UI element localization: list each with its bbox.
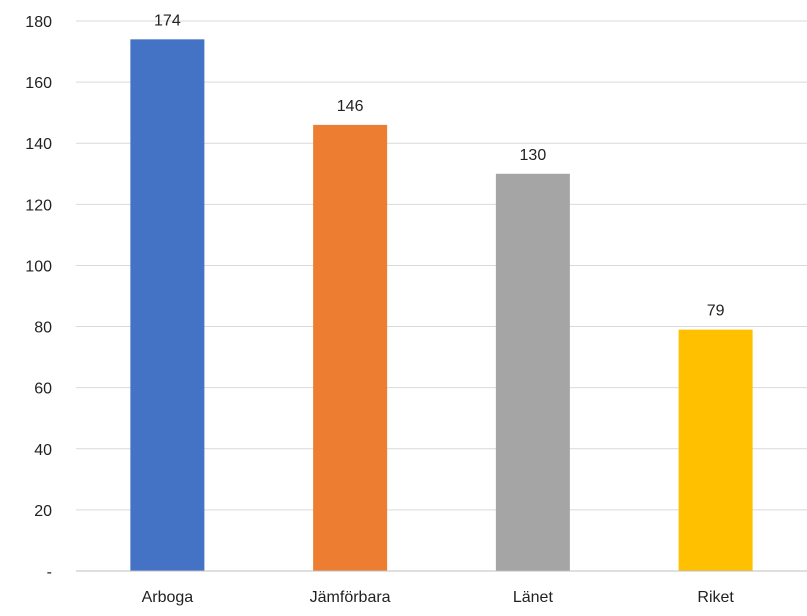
bar-jamforbara bbox=[313, 124, 388, 571]
x-axis-ticks: Arboga Jämförbara Länet Riket bbox=[142, 589, 735, 606]
data-label: 146 bbox=[337, 98, 364, 115]
y-tick-label: 60 bbox=[34, 381, 52, 398]
y-tick-label: 40 bbox=[34, 442, 52, 459]
y-tick-label: 20 bbox=[34, 503, 52, 520]
data-label: 130 bbox=[520, 147, 547, 164]
y-tick-label: 160 bbox=[25, 75, 52, 92]
x-tick-label: Länet bbox=[513, 589, 554, 606]
data-labels: 174 146 130 79 bbox=[154, 12, 725, 319]
x-tick-label: Riket bbox=[697, 589, 734, 606]
y-tick-label: 120 bbox=[25, 197, 52, 214]
bar-riket bbox=[678, 329, 753, 571]
bar-arboga bbox=[130, 39, 205, 572]
y-axis-ticks: - 20 40 60 80 100 120 140 160 180 bbox=[25, 14, 52, 581]
bar-lanet bbox=[495, 173, 570, 571]
y-tick-label: 100 bbox=[25, 258, 52, 275]
y-tick-label: 140 bbox=[25, 136, 52, 153]
y-tick-label: 180 bbox=[25, 14, 52, 31]
data-label: 79 bbox=[707, 303, 725, 320]
x-tick-label: Arboga bbox=[142, 589, 194, 606]
bars bbox=[130, 39, 753, 572]
y-tick-label: - bbox=[47, 564, 52, 581]
x-tick-label: Jämförbara bbox=[310, 589, 391, 606]
data-label: 174 bbox=[154, 12, 181, 29]
y-tick-label: 80 bbox=[34, 320, 52, 337]
